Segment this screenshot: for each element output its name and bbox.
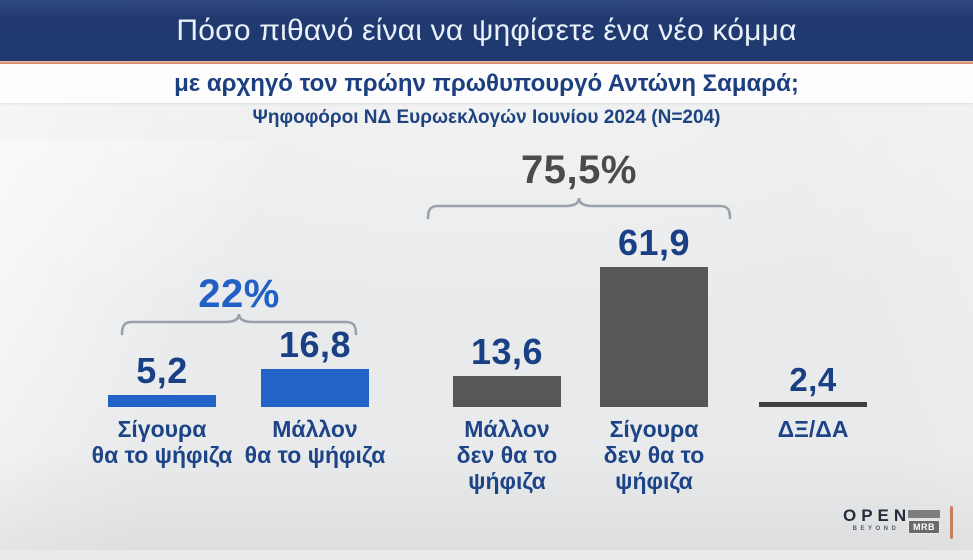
bar-category-label: Σίγουρα δεν θα το ψήφιζα	[603, 416, 705, 494]
group-bracket-icon	[120, 313, 358, 336]
group-bracket-icon	[426, 197, 732, 220]
bar	[261, 369, 369, 407]
open-logo: OPEN BEYOND	[843, 507, 909, 532]
bar	[600, 267, 708, 407]
mrb-logo: MRB	[908, 510, 940, 534]
sample-note: Ψηφοφόροι ΝΔ Ευρωεκλογών Ιουνίου 2024 (N…	[252, 107, 721, 128]
bar-category-label: Μάλλον δεν θα το ψήφιζα	[456, 416, 558, 494]
mrb-logo-bar	[908, 510, 940, 518]
bar	[108, 395, 216, 407]
bar-column: 2,4	[738, 363, 888, 407]
bar-column: 13,6	[432, 334, 582, 407]
bar-category-label: ΔΞ/ΔΑ	[777, 416, 849, 442]
bar-column: 5,2	[87, 353, 237, 407]
bar-column: 61,9	[579, 225, 729, 407]
bar-column: 16,8	[240, 327, 390, 407]
bar	[759, 402, 867, 407]
bar-category-label: Μάλλον θα το ψήφιζα	[244, 416, 386, 468]
mrb-logo-text: MRB	[908, 520, 940, 534]
bar	[453, 376, 561, 407]
bar-value-label: 13,6	[470, 331, 544, 372]
bar-value-label: 5,2	[136, 350, 188, 391]
bar-value-label: 16,8	[278, 324, 352, 365]
open-logo-subtext: BEYOND	[852, 526, 900, 532]
header-bar: Πόσο πιθανό είναι να ψηφίσετε ένα νέο κό…	[0, 0, 973, 61]
group-total-label-yes: 22%	[198, 272, 280, 316]
bar-value-label: 61,9	[617, 222, 691, 263]
page-title: Πόσο πιθανό είναι να ψηφίσετε ένα νέο κό…	[176, 13, 797, 47]
bar-value-label: 2,4	[789, 361, 837, 398]
subtitle-strip: με αρχηγό τον πρώην πρωθυπουργό Αντώνη Σ…	[0, 64, 973, 103]
open-logo-text: OPEN	[843, 506, 912, 525]
background-facet	[0, 140, 261, 560]
group-total-label-no: 75,5%	[521, 148, 637, 192]
accent-divider	[0, 61, 973, 64]
page-subtitle: με αρχηγό τον πρώην πρωθυπουργό Αντώνη Σ…	[174, 69, 799, 97]
orange-divider-icon	[950, 506, 953, 539]
bar-category-label: Σίγουρα θα το ψήφιζα	[91, 416, 233, 468]
